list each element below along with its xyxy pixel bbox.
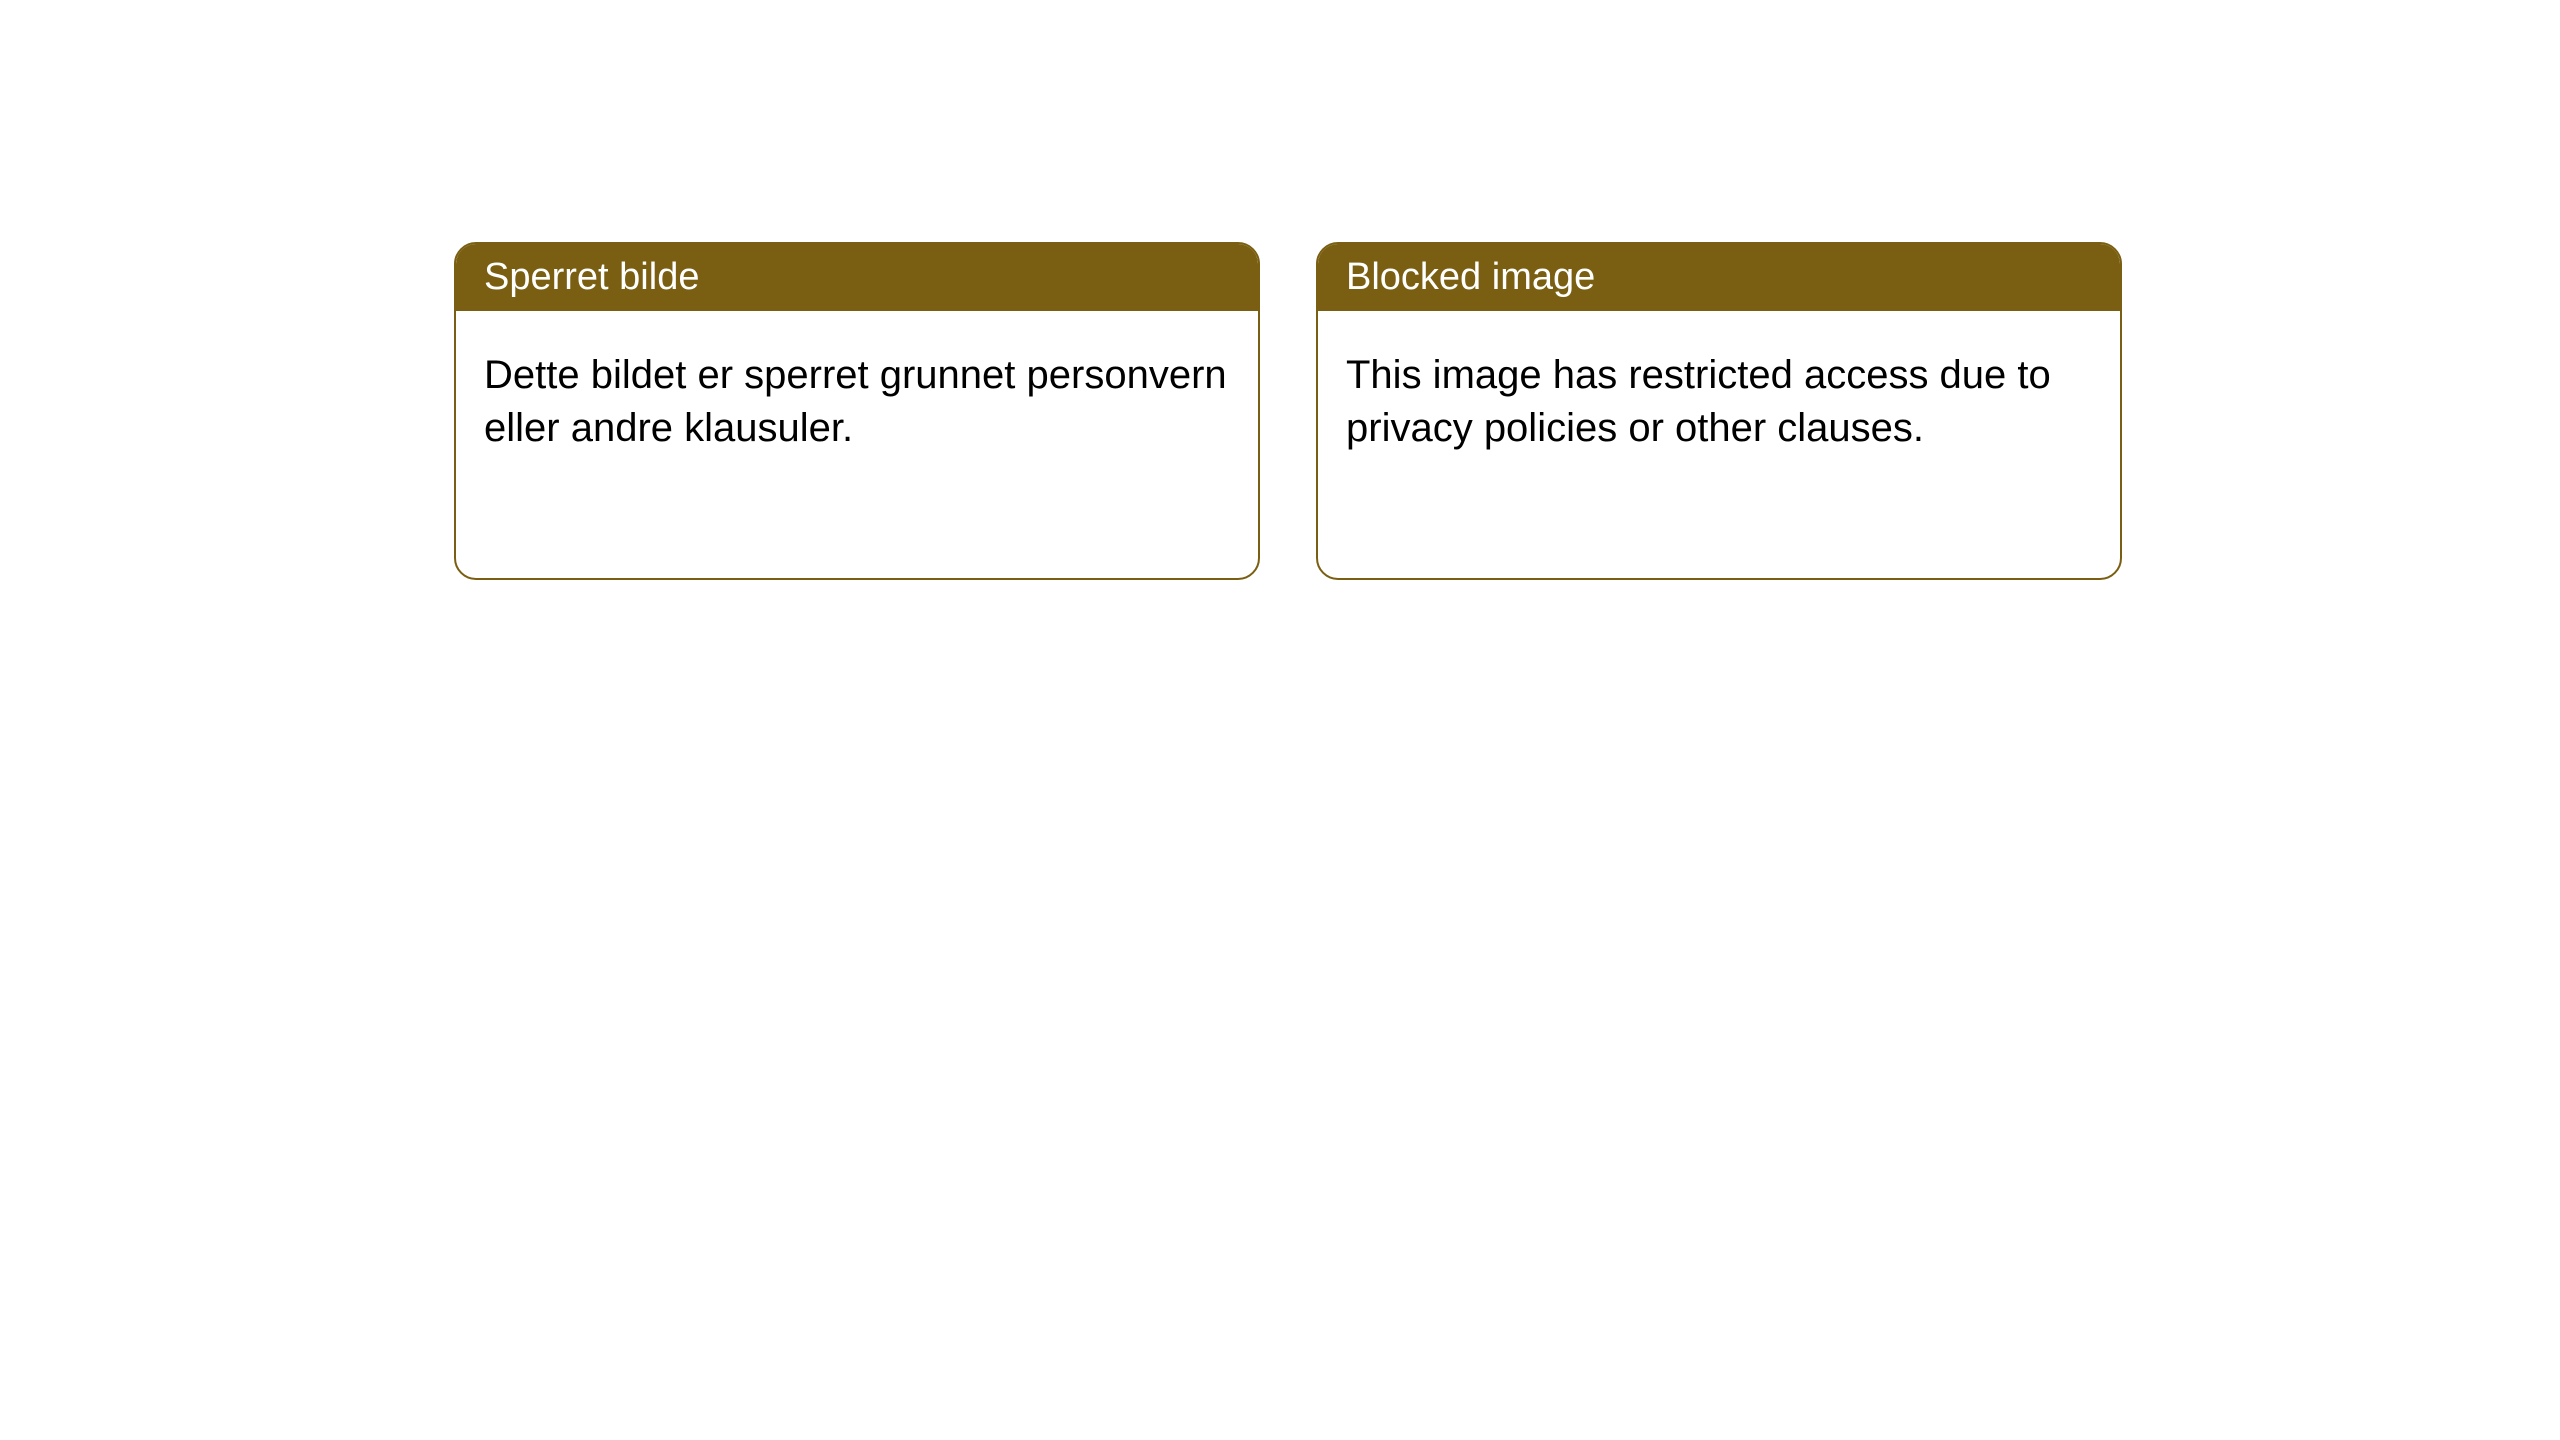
card-body-no: Dette bildet er sperret grunnet personve…	[456, 311, 1258, 493]
card-body-en: This image has restricted access due to …	[1318, 311, 2120, 493]
card-container: Sperret bilde Dette bildet er sperret gr…	[0, 0, 2560, 580]
blocked-image-card-en: Blocked image This image has restricted …	[1316, 242, 2122, 580]
blocked-image-card-no: Sperret bilde Dette bildet er sperret gr…	[454, 242, 1260, 580]
card-header-no: Sperret bilde	[456, 244, 1258, 311]
card-header-en: Blocked image	[1318, 244, 2120, 311]
